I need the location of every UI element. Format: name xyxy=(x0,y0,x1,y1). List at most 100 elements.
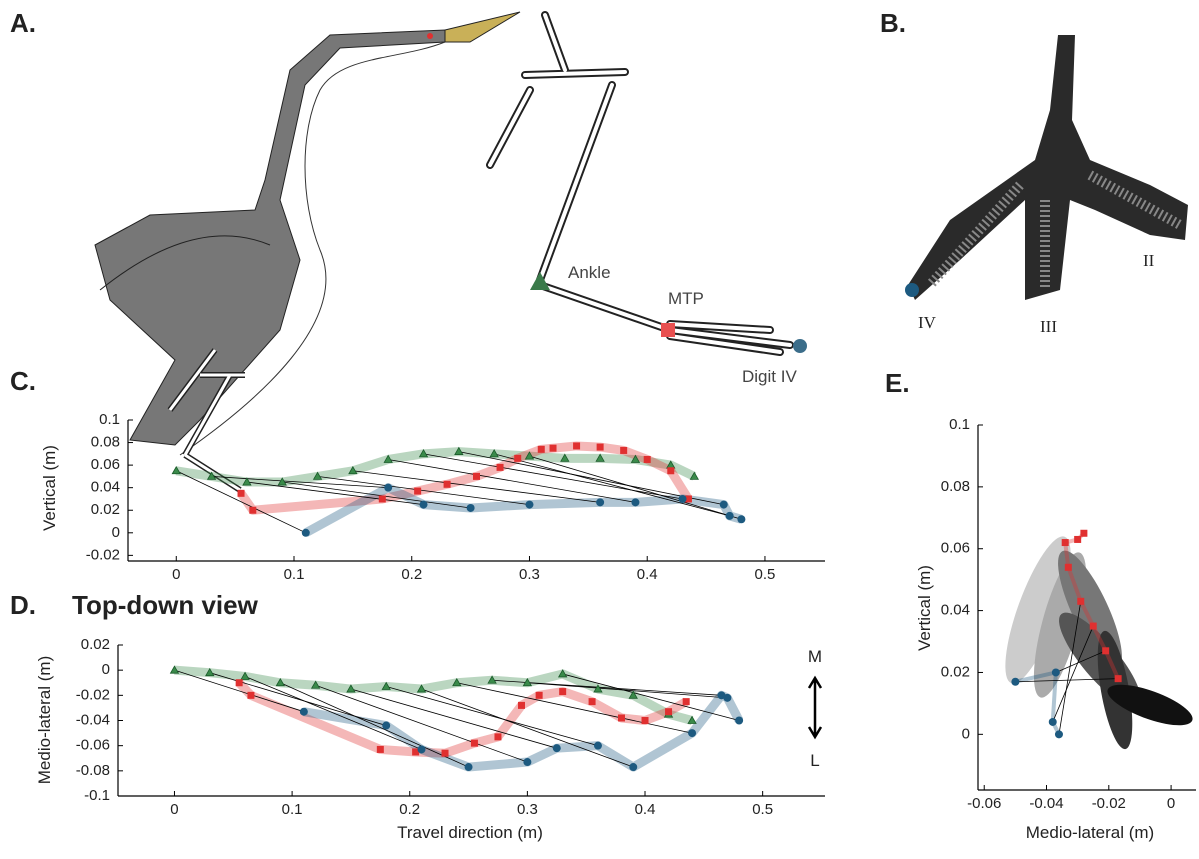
y-axis-label: Medio-lateral (m) xyxy=(35,656,54,784)
triangle-marker xyxy=(522,677,533,687)
circle-marker xyxy=(523,758,532,767)
square-marker xyxy=(620,446,628,454)
ankle-label: Ankle xyxy=(568,263,611,282)
connector xyxy=(1015,678,1119,683)
triangle-marker xyxy=(489,449,499,458)
square-marker xyxy=(376,745,384,753)
y-tick-label: 0 xyxy=(112,524,120,541)
square-marker xyxy=(1064,563,1072,571)
x-tick-label: -0.06 xyxy=(967,795,1001,812)
connector xyxy=(246,481,424,505)
y-tick-label: -0.1 xyxy=(84,787,110,804)
connector xyxy=(350,688,557,749)
toe-silhouettes xyxy=(1005,536,1193,750)
triangle-marker xyxy=(454,446,464,455)
triangle-marker xyxy=(630,454,641,463)
x-tick-label: 0 xyxy=(1167,795,1175,812)
leg-skeleton xyxy=(486,11,807,356)
circle-marker xyxy=(725,511,734,520)
connector xyxy=(174,669,304,713)
triangle-marker xyxy=(277,477,287,486)
x-axis-label: Travel direction (m) xyxy=(397,823,543,842)
circle-marker xyxy=(382,721,391,730)
triangle-marker xyxy=(171,465,181,475)
square-marker xyxy=(665,708,673,716)
y-tick-label: 0.02 xyxy=(941,663,970,680)
square-marker xyxy=(1114,675,1122,683)
connector xyxy=(386,686,599,747)
triangle-marker xyxy=(418,449,429,458)
circle-marker xyxy=(466,503,475,512)
heron-drawing xyxy=(94,11,521,493)
triangle-marker xyxy=(689,471,700,480)
circle-marker xyxy=(688,729,697,738)
square-marker xyxy=(514,454,522,462)
triangle-marker xyxy=(275,677,286,687)
y-tick-label: -0.02 xyxy=(86,546,120,563)
x-tick-label: 0.2 xyxy=(399,801,420,818)
y-tick-label: 0.06 xyxy=(91,456,120,473)
y-tick-label: 0 xyxy=(962,725,970,742)
connector xyxy=(494,453,730,517)
ankle-marker xyxy=(530,272,550,290)
y-tick-label: -0.02 xyxy=(76,686,110,703)
x-tick-label: 0.1 xyxy=(282,801,303,818)
foot-drawing xyxy=(905,35,1188,300)
square-marker xyxy=(588,698,596,706)
square-marker xyxy=(596,443,604,451)
connector xyxy=(176,470,306,534)
circle-marker xyxy=(719,500,728,509)
square-marker xyxy=(414,487,422,495)
circle-marker xyxy=(723,693,732,702)
y-tick-label: 0.04 xyxy=(91,479,120,496)
circle-marker xyxy=(419,500,428,509)
connector xyxy=(211,476,389,489)
x-axis-label: Medio-lateral (m) xyxy=(1026,823,1154,842)
triangle-marker xyxy=(205,667,215,677)
circle-marker xyxy=(593,741,602,750)
y-tick-label: -0.08 xyxy=(76,762,110,779)
circle-marker xyxy=(552,744,561,753)
circle-marker xyxy=(299,707,308,716)
y-tick-label: 0.08 xyxy=(91,434,120,451)
triangle-marker xyxy=(687,715,697,724)
trajectory-band xyxy=(174,665,694,725)
panel-label: D. xyxy=(10,590,36,620)
y-tick-label: 0.1 xyxy=(949,416,970,433)
triangle-marker xyxy=(595,453,605,462)
square-marker xyxy=(443,480,451,488)
connector xyxy=(280,682,469,768)
x-tick-label: 0.3 xyxy=(517,801,538,818)
y-axis-label: Vertical (m) xyxy=(40,445,59,531)
x-tick-label: -0.02 xyxy=(1092,795,1126,812)
square-marker xyxy=(1102,647,1110,655)
connector xyxy=(527,682,728,699)
connector xyxy=(423,453,683,500)
circle-marker xyxy=(1051,668,1060,677)
square-marker xyxy=(1077,597,1085,605)
square-marker xyxy=(247,691,255,699)
y-tick-label: 0.02 xyxy=(91,501,120,518)
square-marker xyxy=(1080,529,1088,537)
square-marker xyxy=(667,467,675,475)
x-tick-label: 0.2 xyxy=(401,566,422,583)
circle-marker xyxy=(525,500,534,509)
triangle-marker xyxy=(452,677,462,687)
triangle-marker xyxy=(628,690,638,699)
square-marker xyxy=(517,701,525,709)
circle-marker xyxy=(1011,677,1020,686)
circle-marker xyxy=(631,498,640,507)
x-tick-label: 0.5 xyxy=(755,566,776,583)
connector xyxy=(317,476,530,505)
circle-marker xyxy=(596,498,605,507)
triangle-marker xyxy=(206,471,217,480)
triangle-marker xyxy=(560,453,570,462)
triangle-marker xyxy=(242,477,252,486)
square-marker xyxy=(559,688,567,696)
y-tick-label: 0.04 xyxy=(941,602,970,619)
connector xyxy=(388,459,636,503)
toe-label: III xyxy=(1040,317,1057,336)
digit-marker xyxy=(793,339,807,353)
triangle-marker xyxy=(487,675,497,684)
